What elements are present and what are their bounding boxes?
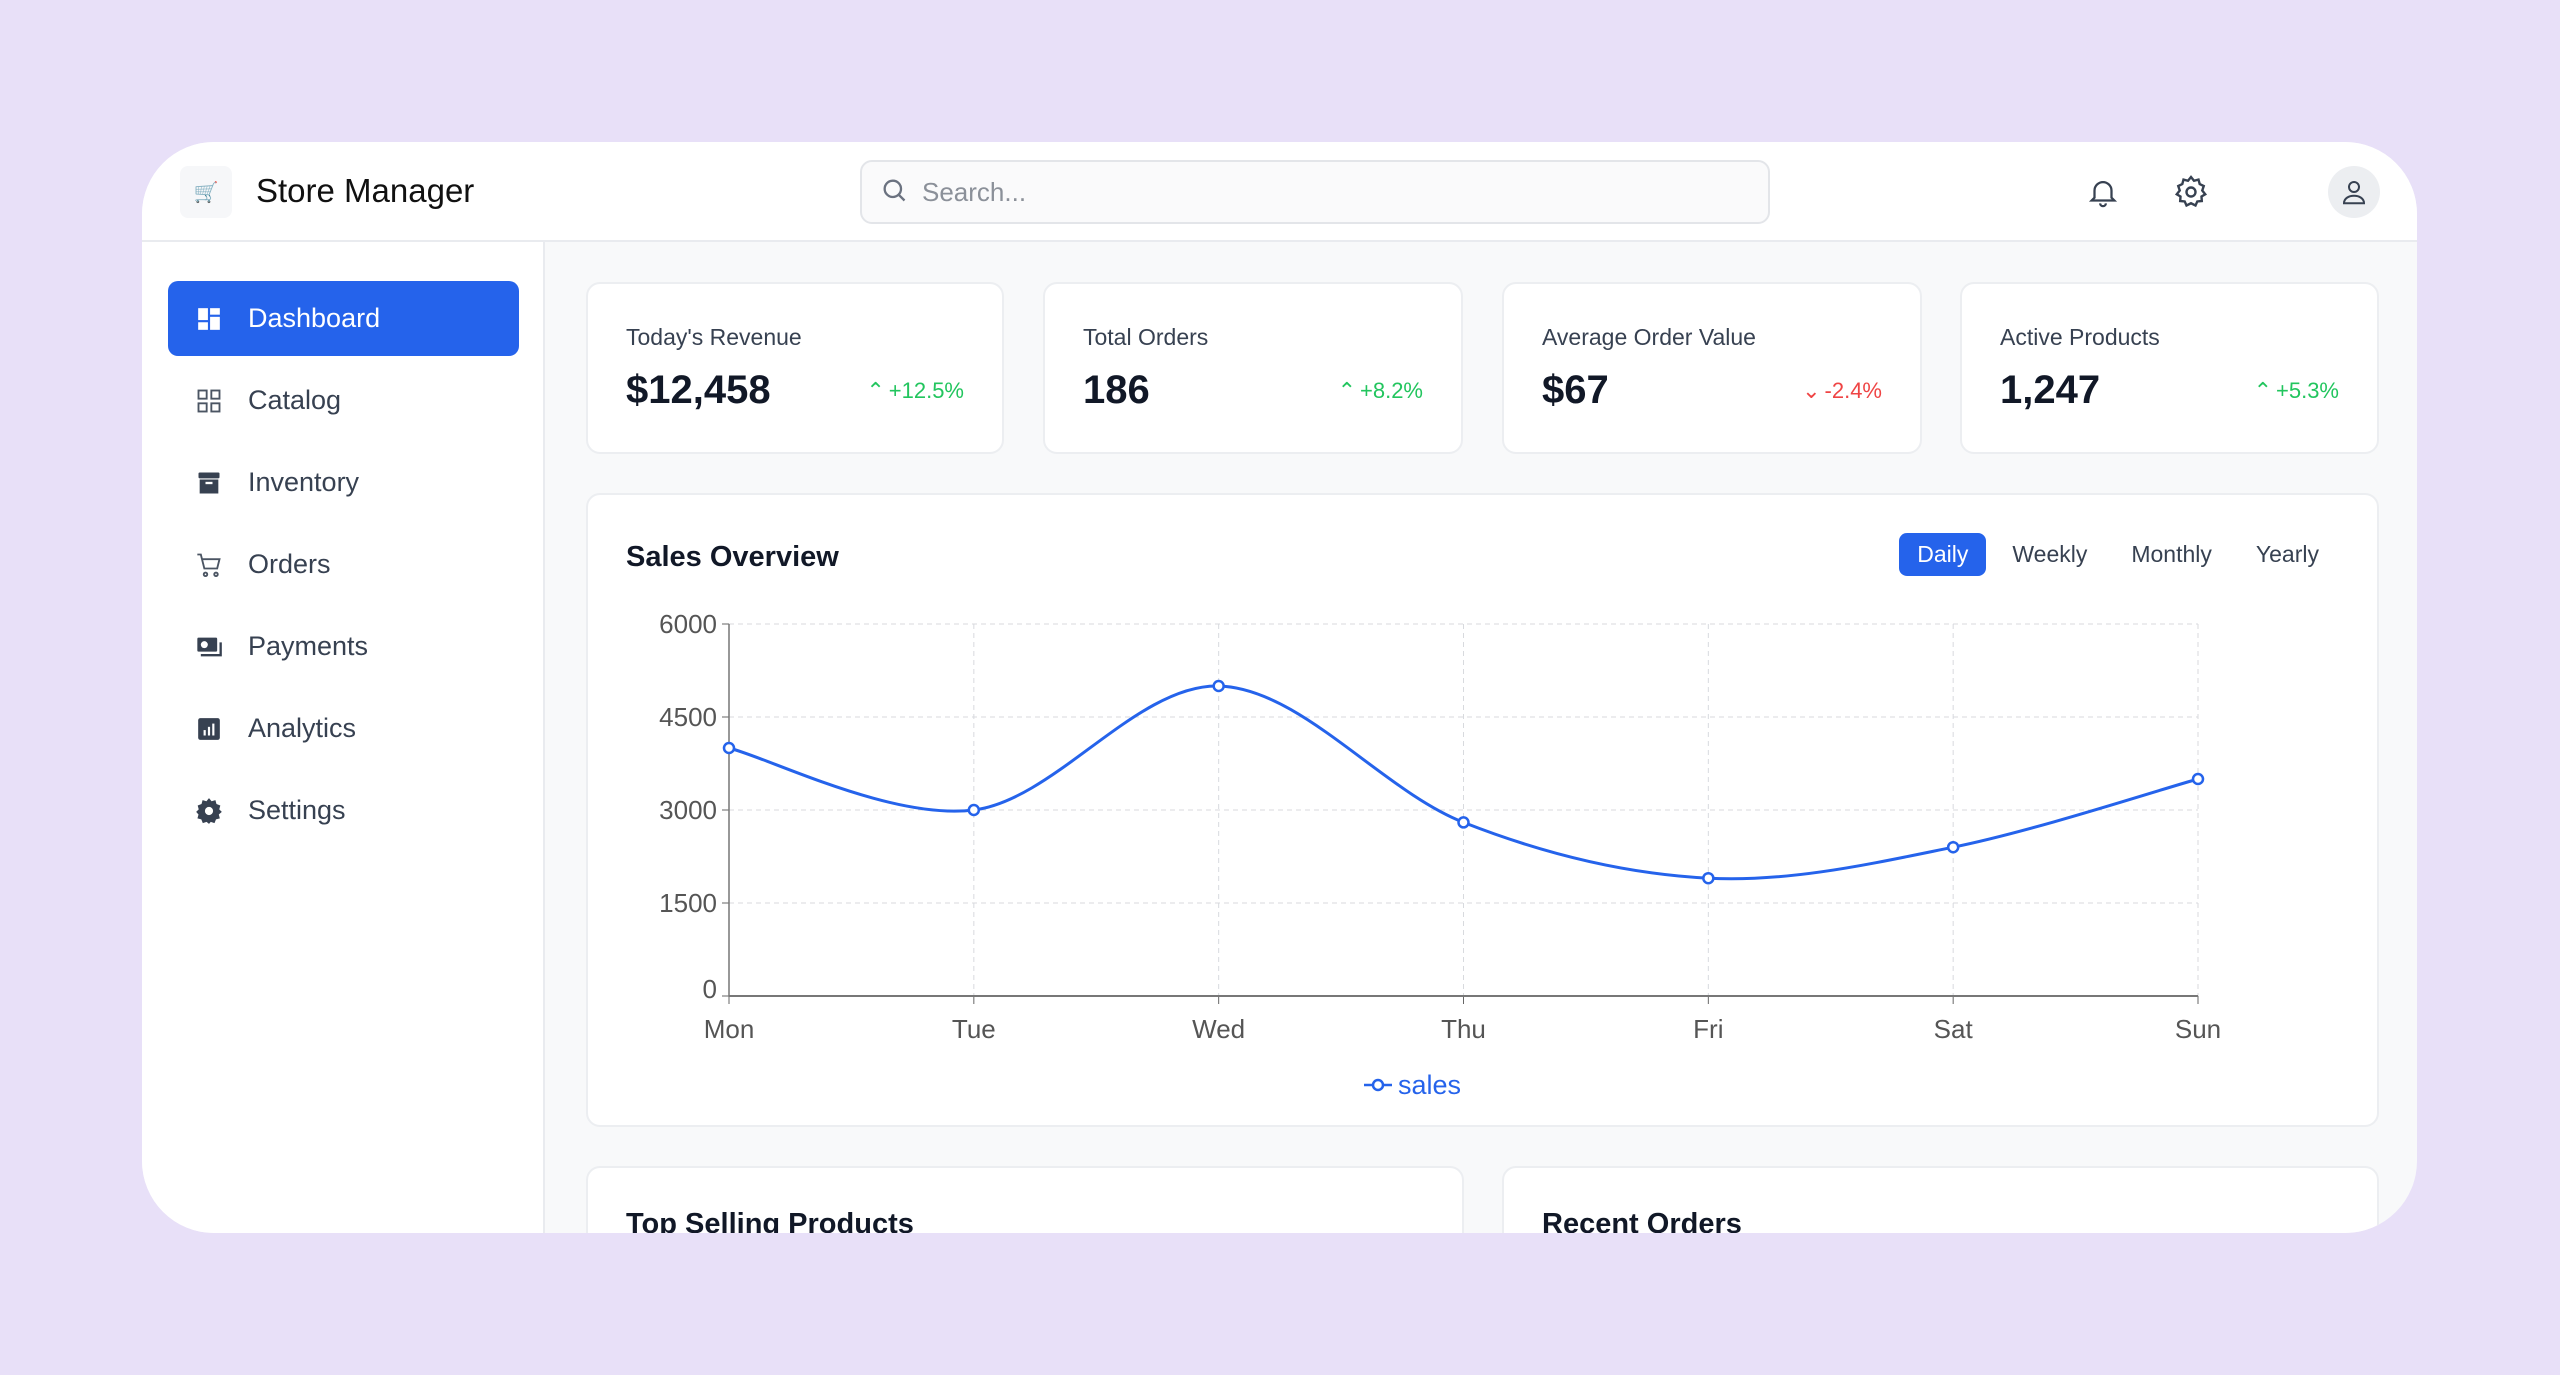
data-point (722, 741, 736, 755)
search-icon (880, 176, 908, 209)
stat-change: ⌃ +8.2% (1338, 378, 1423, 404)
period-tabs: Daily Weekly Monthly Yearly (1899, 533, 2337, 576)
sidebar-item-inventory[interactable]: Inventory (168, 445, 519, 520)
stat-card-orders: Total Orders 186 ⌃ +8.2% (1043, 282, 1463, 454)
change-text: +8.2% (1360, 378, 1423, 403)
archive-icon (194, 468, 224, 498)
y-tick-label: 3000 (659, 795, 717, 825)
stat-card-aov: Average Order Value $67 ⌄ -2.4% (1502, 282, 1922, 454)
top-selling-title: Top Selling Products (626, 1208, 914, 1233)
stat-label: Active Products (2000, 324, 2160, 350)
data-point (1212, 679, 1225, 693)
stat-card-products: Active Products 1,247 ⌃ +5.3% (1960, 282, 2379, 454)
data-point (1457, 816, 1470, 829)
stat-label: Average Order Value (1542, 324, 1756, 350)
x-tick-label: Sun (2175, 1014, 2221, 1044)
y-tick-label: 0 (703, 974, 717, 1004)
data-point (2191, 772, 2205, 786)
y-tick-label: 4500 (659, 702, 717, 732)
stat-change: ⌃ +12.5% (866, 378, 964, 404)
bell-icon[interactable] (2081, 170, 2125, 214)
tab-daily[interactable]: Daily (1899, 533, 1987, 576)
sales-title: Sales Overview (626, 541, 839, 573)
x-tick-label: Wed (1192, 1014, 1245, 1044)
x-tick-label: Thu (1441, 1014, 1486, 1044)
y-tick-label: 1500 (659, 888, 717, 918)
gear-icon (194, 796, 224, 826)
change-text: +5.3% (2276, 378, 2339, 403)
change-text: -2.4% (1824, 378, 1882, 403)
sidebar-item-catalog[interactable]: Catalog (168, 363, 519, 438)
search-box[interactable] (860, 160, 1770, 224)
app-window: 🛒 Store Manager Dashboard Catalog Invent… (142, 142, 2417, 1233)
nav-label: Settings (248, 795, 346, 825)
sidebar-item-settings[interactable]: Settings (168, 773, 519, 848)
top-selling-card: Top Selling Products (586, 1166, 1464, 1233)
chart-icon (194, 714, 224, 744)
arrow-up-icon: ⌃ (2253, 378, 2272, 403)
nav-label: Dashboard (248, 303, 381, 333)
arrow-down-icon: ⌄ (1802, 378, 1821, 403)
y-tick-label: 6000 (659, 609, 717, 639)
data-point (1702, 871, 1715, 885)
nav-label: Inventory (248, 467, 360, 497)
money-icon (194, 632, 224, 662)
search-input[interactable] (922, 176, 1722, 208)
recent-orders-card: Recent Orders (1502, 1166, 2379, 1233)
x-tick-label: Tue (952, 1014, 996, 1044)
sidebar-item-dashboard[interactable]: Dashboard (168, 281, 519, 356)
stat-value: $67 (1542, 368, 1609, 412)
data-point (967, 803, 981, 817)
grid-icon (194, 386, 224, 416)
gear-icon[interactable] (2169, 170, 2213, 214)
arrow-up-icon: ⌃ (866, 378, 885, 403)
user-avatar[interactable] (2328, 166, 2380, 218)
recent-orders-title: Recent Orders (1542, 1208, 1742, 1233)
nav-label: Payments (248, 631, 369, 661)
tab-weekly[interactable]: Weekly (2012, 541, 2088, 567)
nav-label: Orders (248, 549, 331, 579)
nav-label: Analytics (248, 713, 357, 743)
cart-icon (194, 550, 224, 580)
x-tick-label: Fri (1693, 1014, 1723, 1044)
sales-overview-card: Sales Overview Daily Weekly Monthly Year… (586, 493, 2379, 1127)
tab-yearly[interactable]: Yearly (2255, 541, 2319, 567)
arrow-up-icon: ⌃ (1337, 378, 1356, 403)
stat-change: ⌃ +5.3% (2254, 378, 2339, 404)
app-title: Store Manager (256, 172, 475, 209)
x-tick-label: Sat (1934, 1014, 1974, 1044)
nav-label: Catalog (248, 385, 342, 415)
stat-value: 186 (1083, 368, 1150, 412)
sidebar: Dashboard Catalog Inventory Orders Payme… (142, 242, 545, 1233)
stat-label: Today's Revenue (626, 324, 802, 350)
change-text: +12.5% (888, 378, 964, 403)
tab-monthly[interactable]: Monthly (2131, 541, 2212, 567)
legend-label: sales (1398, 1070, 1461, 1100)
stat-label: Total Orders (1083, 324, 1209, 350)
x-tick-label: Mon (704, 1014, 755, 1044)
header: 🛒 Store Manager (142, 142, 2417, 242)
sales-line-chart: 0 1500 3000 4500 6000 Mon Tue Wed Thu Fri Sat Sun sa… (659, 609, 2221, 1100)
stat-card-revenue: Today's Revenue $12,458 ⌃ +12.5% (586, 282, 1004, 454)
logo-cart-icon: 🛒 (180, 166, 232, 218)
stat-value: $12,458 (626, 368, 771, 412)
stat-change: ⌄ -2.4% (1802, 378, 1882, 404)
data-point (1946, 840, 1960, 854)
legend-marker (1371, 1078, 1385, 1092)
stat-value: 1,247 (2000, 368, 2101, 412)
sidebar-item-analytics[interactable]: Analytics (168, 691, 519, 766)
sidebar-item-orders[interactable]: Orders (168, 527, 519, 602)
sidebar-item-payments[interactable]: Payments (168, 609, 519, 684)
dashboard-icon (194, 304, 224, 334)
